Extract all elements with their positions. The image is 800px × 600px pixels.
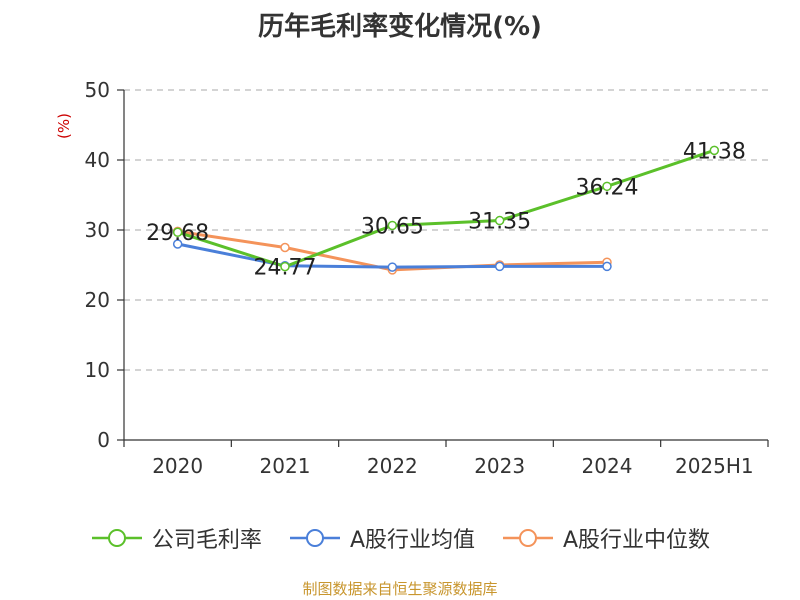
- data-point: [387, 262, 398, 272]
- data-point: [172, 227, 183, 237]
- data-point: [602, 181, 612, 192]
- y-tick-label: 10: [85, 358, 110, 382]
- data-points: [172, 145, 720, 275]
- grid-lines: [124, 89, 768, 371]
- legend-label: 公司毛利率: [151, 528, 262, 553]
- legend-label: A股行业中位数: [563, 528, 711, 553]
- data-label: 31.35: [468, 210, 531, 235]
- series-lines: [177, 148, 715, 272]
- series-line-0: [177, 148, 715, 269]
- x-tick-label: 2020: [152, 454, 203, 478]
- data-point: [280, 261, 290, 272]
- data-point: [172, 239, 183, 249]
- data-label: 30.65: [361, 214, 424, 239]
- y-tick-label: 40: [85, 148, 110, 172]
- x-tick-label: 2023: [474, 454, 525, 478]
- data-point: [494, 261, 505, 272]
- legend-item[interactable]: A股行业均值: [288, 522, 475, 554]
- data-point: [387, 220, 398, 231]
- legend-swatch-icon: [91, 529, 142, 547]
- y-tick-label: 0: [97, 428, 110, 452]
- y-axis-label: (%): [55, 113, 73, 139]
- legend-swatch-icon: [289, 529, 340, 547]
- x-tick-label: 2021: [260, 454, 311, 478]
- data-point: [494, 215, 505, 226]
- legend-label: A股行业均值: [349, 528, 475, 553]
- data-label: 24.77: [254, 256, 317, 281]
- chart-title: 历年毛利率变化情况(%): [258, 12, 542, 42]
- data-labels: 29.68 24.77 30.65 31.35 36.24 41.38: [146, 139, 746, 280]
- axes: 0 10 20 30 40 50 2020 2021 2022 2023 2024 2025H1: [85, 78, 769, 478]
- x-tick-label: 2024: [582, 454, 633, 478]
- legend-item[interactable]: 公司毛利率: [90, 522, 262, 554]
- data-point: [709, 145, 720, 156]
- x-tick-label: 2025H1: [675, 454, 754, 478]
- data-point: [602, 261, 612, 272]
- data-point: [280, 242, 290, 253]
- legend: 公司毛利率 A股行业均值 A股行业中位数: [0, 520, 800, 556]
- x-tick-label: 2022: [367, 454, 418, 478]
- y-tick-label: 30: [85, 218, 110, 242]
- source-note: 制图数据来自恒生聚源数据库: [302, 580, 498, 598]
- data-label: 29.68: [146, 221, 209, 246]
- data-label: 36.24: [576, 175, 639, 200]
- data-label: 41.38: [683, 139, 746, 164]
- legend-item[interactable]: A股行业中位数: [501, 522, 710, 554]
- y-tick-label: 20: [85, 288, 110, 312]
- y-tick-label: 50: [85, 78, 110, 102]
- legend-swatch-icon: [503, 529, 553, 547]
